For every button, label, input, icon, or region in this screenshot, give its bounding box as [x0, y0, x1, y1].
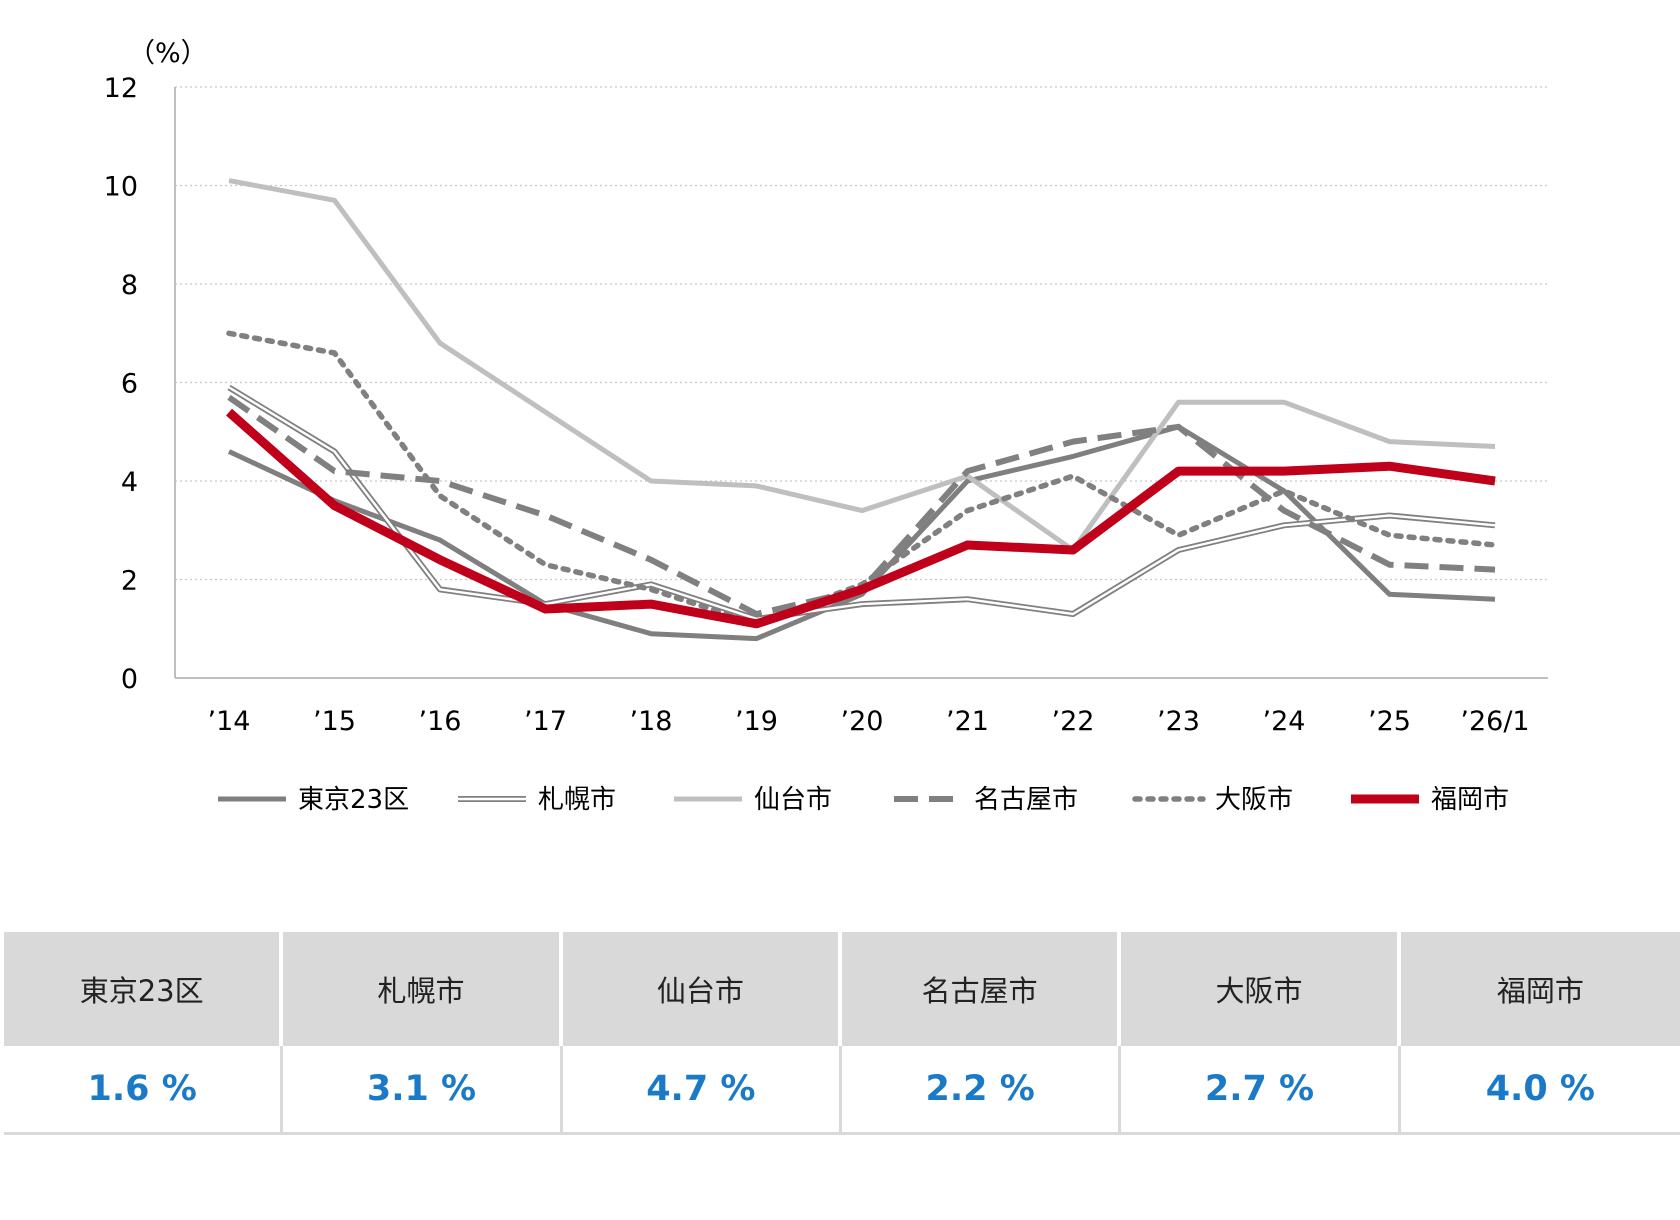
y-tick-label: 2	[121, 566, 138, 597]
y-tick-label: 0	[121, 664, 138, 695]
legend-item: 札幌市	[458, 785, 616, 815]
legend-item: 名古屋市	[894, 785, 1078, 815]
summary-value-osaka: 2.7 %	[1121, 1046, 1401, 1135]
x-tick-label: ’22	[1052, 706, 1095, 737]
x-tick-label: ’24	[1263, 706, 1306, 737]
legend-item: 東京23区	[218, 785, 409, 815]
legend-item: 福岡市	[1351, 785, 1509, 815]
y-tick-label: 6	[121, 369, 138, 400]
summary-value-sendai: 4.7 %	[562, 1046, 842, 1135]
grid-lines	[175, 86, 1548, 581]
x-tick-label: ’14	[208, 706, 251, 737]
legend-label: 札幌市	[538, 785, 616, 815]
y-tick-label: 10	[104, 172, 138, 203]
x-tick-label: ’20	[841, 706, 884, 737]
series-line	[228, 386, 1496, 621]
x-tick-label: ’17	[524, 706, 567, 737]
series-lines	[226, 178, 1498, 642]
summary-header-osaka: 大阪市	[1121, 932, 1401, 1046]
series-1	[227, 384, 1496, 622]
series-line	[228, 178, 1496, 553]
legend-item: 大阪市	[1132, 785, 1293, 815]
series-line	[226, 330, 1498, 627]
summary-header-sapporo: 札幌市	[283, 932, 563, 1046]
series-5	[226, 408, 1496, 629]
x-tick-label: ’15	[313, 706, 356, 737]
series-4	[226, 330, 1498, 627]
legend-item: 仙台市	[674, 785, 832, 815]
y-tick-label: 4	[121, 467, 138, 498]
summary-header-nagoya: 名古屋市	[841, 932, 1122, 1046]
legend-label: 福岡市	[1431, 785, 1509, 815]
series-2	[228, 178, 1496, 553]
series-line	[226, 408, 1496, 629]
y-tick-label: 8	[121, 270, 138, 301]
vacancy-summary-table: 東京23区 札幌市 仙台市 名古屋市 大阪市 福岡市 1.6 % 3.1 % 4…	[4, 932, 1680, 1135]
legend-label: 大阪市	[1215, 785, 1293, 815]
summary-value-row: 1.6 % 3.1 % 4.7 % 2.2 % 2.7 % 4.0 %	[4, 1046, 1680, 1135]
summary-header-row: 東京23区 札幌市 仙台市 名古屋市 大阪市 福岡市	[4, 932, 1680, 1046]
x-tick-label: ’18	[630, 706, 673, 737]
y-axis-unit-label: （%）	[128, 38, 208, 69]
summary-value-sapporo: 3.1 %	[283, 1046, 563, 1135]
legend-label: 名古屋市	[974, 785, 1078, 815]
legend: 東京23区 札幌市 仙台市 名古屋市 大阪市 福岡市	[218, 785, 1509, 815]
series-line	[227, 424, 1496, 642]
x-tick-label: ’21	[946, 706, 989, 737]
y-tick-labels: 0 2 4 6 8 10 12	[104, 73, 138, 695]
vacancy-rate-line-chart: （%） 0 2 4 6 8 10 12 ’14 ’15 ’16 ’17 ’18 ’19 ’20 ’21 ’2…	[104, 38, 1548, 815]
x-tick-label: ’23	[1157, 706, 1200, 737]
summary-value-tokyo23: 1.6 %	[4, 1046, 284, 1135]
legend-label: 東京23区	[298, 785, 409, 815]
series-0	[227, 424, 1496, 642]
summary-header-sendai: 仙台市	[562, 932, 842, 1046]
x-tick-label: ’16	[419, 706, 462, 737]
summary-header-tokyo23: 東京23区	[4, 932, 284, 1046]
summary-header-fukuoka: 福岡市	[1400, 932, 1680, 1046]
summary-value-nagoya: 2.2 %	[841, 1046, 1122, 1135]
x-tick-label: ’26/1	[1460, 706, 1529, 737]
x-tick-labels: ’14 ’15 ’16 ’17 ’18 ’19 ’20 ’21 ’22 ’23 ’24 ’25 ’26/…	[208, 706, 1530, 737]
y-tick-label: 12	[104, 73, 138, 104]
axes	[174, 87, 1548, 679]
legend-label: 仙台市	[754, 785, 832, 815]
summary-value-fukuoka: 4.0 %	[1400, 1046, 1680, 1135]
x-tick-label: ’19	[735, 706, 778, 737]
x-tick-label: ’25	[1368, 706, 1411, 737]
